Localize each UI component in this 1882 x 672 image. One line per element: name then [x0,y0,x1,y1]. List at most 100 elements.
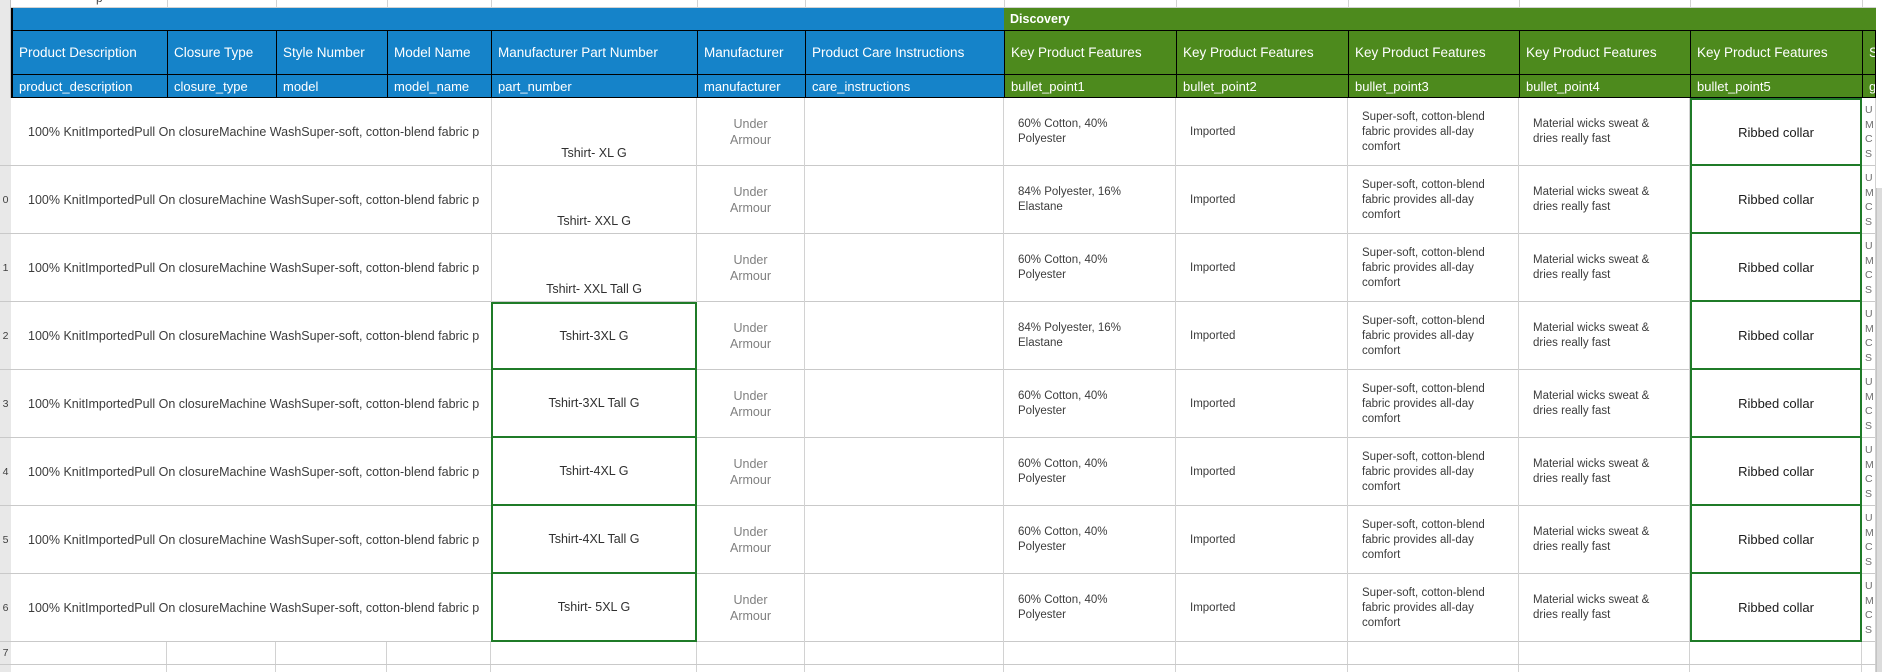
cell-bullet-point1[interactable]: 84% Polyester, 16% Elastane [1004,302,1176,370]
cell-care-instructions[interactable] [805,574,1004,642]
cell-bullet-point2[interactable]: Imported [1176,574,1348,642]
cell-bullet-point1[interactable]: 84% Polyester, 16% Elastane [1004,166,1176,234]
cell-manufacturer[interactable]: Under Armour [697,506,805,574]
cell-manufacturer[interactable]: Under Armour [697,574,805,642]
column-subheader-product_description[interactable]: product_description [12,75,167,98]
row-number[interactable] [0,665,11,672]
empty-cell[interactable] [276,665,387,672]
column-subheader-care_instructions[interactable]: care_instructions [805,75,1004,98]
column-header-bullet_point1[interactable]: Key Product Features [1004,31,1176,75]
cell-product-description[interactable]: 100% KnitImportedPull On closureMachine … [28,464,480,479]
cell-bullet-point5[interactable]: Ribbed collar [1690,506,1862,574]
row-number[interactable]: 4 [0,438,11,506]
cell-part-number[interactable]: Tshirt-4XL Tall G [491,506,697,574]
empty-cell[interactable] [491,665,697,672]
cell-bullet-point4[interactable]: Material wicks sweat & dries really fast [1519,438,1690,506]
empty-cell[interactable] [276,642,387,664]
cell-bullet-point3[interactable]: Super-soft, cotton-blend fabric provides… [1348,166,1519,234]
empty-cell[interactable] [697,665,805,672]
column-subheader-bullet_point1[interactable]: bullet_point1 [1004,75,1176,98]
column-subheader-model[interactable]: model [276,75,387,98]
scrollbar-thumb[interactable] [1876,188,1882,672]
cell-bullet-point1[interactable]: 60% Cotton, 40% Polyester [1004,506,1176,574]
cell-bullet-point1[interactable]: 60% Cotton, 40% Polyester [1004,438,1176,506]
cell-bullet-point5[interactable]: Ribbed collar [1690,98,1862,166]
cell-bullet-point2[interactable]: Imported [1176,234,1348,302]
cell-part-number[interactable]: Tshirt-4XL G [491,438,697,506]
empty-cell[interactable] [805,665,1004,672]
cell-bullet-point5[interactable]: Ribbed collar [1690,234,1862,302]
empty-cell[interactable] [12,642,167,664]
empty-cell[interactable] [167,642,276,664]
cell-product-description[interactable]: 100% KnitImportedPull On closureMachine … [28,260,480,275]
cell-bullet-point4[interactable]: Material wicks sweat & dries really fast [1519,166,1690,234]
column-header-s_col[interactable]: S [1862,31,1876,75]
row-number[interactable]: 6 [0,574,11,642]
row-number[interactable] [0,98,11,166]
cell-manufacturer[interactable]: Under Armour [697,166,805,234]
cell-part-number[interactable]: Tshirt-3XL Tall G [491,370,697,438]
column-header-model_name[interactable]: Model Name [387,31,491,75]
cell-bullet-point4[interactable]: Material wicks sweat & dries really fast [1519,98,1690,166]
column-header-part_number[interactable]: Manufacturer Part Number [491,31,697,75]
column-subheader-bullet_point5[interactable]: bullet_point5 [1690,75,1862,98]
cell-bullet-point4[interactable]: Material wicks sweat & dries really fast [1519,506,1690,574]
cell-care-instructions[interactable] [805,370,1004,438]
cell-product-description[interactable]: 100% KnitImportedPull On closureMachine … [28,600,480,615]
cell-bullet-point4[interactable]: Material wicks sweat & dries really fast [1519,302,1690,370]
column-subheader-manufacturer[interactable]: manufacturer [697,75,805,98]
cell-bullet-point2[interactable]: Imported [1176,98,1348,166]
cell-bullet-point2[interactable]: Imported [1176,302,1348,370]
empty-cell[interactable] [1862,642,1876,664]
cell-product-description[interactable]: 100% KnitImportedPull On closureMachine … [28,532,480,547]
empty-cell[interactable] [1176,642,1348,664]
cell-product-description[interactable]: 100% KnitImportedPull On closureMachine … [28,328,480,343]
column-header-care_instructions[interactable]: Product Care Instructions [805,31,1004,75]
cell-care-instructions[interactable] [805,506,1004,574]
column-subheader-s_col[interactable]: g [1862,75,1876,98]
empty-cell[interactable] [1519,665,1690,672]
cell-manufacturer[interactable]: Under Armour [697,370,805,438]
column-header-bullet_point5[interactable]: Key Product Features [1690,31,1862,75]
row-number[interactable]: 1 [0,234,11,302]
empty-cell[interactable] [1862,665,1876,672]
cell-product-description[interactable]: 100% KnitImportedPull On closureMachine … [28,192,480,207]
cell-bullet-point2[interactable]: Imported [1176,506,1348,574]
cell-bullet-point5[interactable]: Ribbed collar [1690,370,1862,438]
empty-cell[interactable] [1004,642,1176,664]
row-number[interactable]: 3 [0,370,11,438]
empty-cell[interactable] [387,642,491,664]
cell-bullet-point1[interactable]: 60% Cotton, 40% Polyester [1004,574,1176,642]
vertical-scrollbar[interactable] [1876,0,1882,672]
cell-bullet-point2[interactable]: Imported [1176,370,1348,438]
cell-manufacturer[interactable]: Under Armour [697,438,805,506]
empty-cell[interactable] [697,642,805,664]
cell-part-number[interactable]: Tshirt- XXL G [491,166,697,234]
cell-bullet-point3[interactable]: Super-soft, cotton-blend fabric provides… [1348,506,1519,574]
empty-cell[interactable] [1690,665,1862,672]
row-number[interactable]: 0 [0,166,11,234]
cell-bullet-point1[interactable]: 60% Cotton, 40% Polyester [1004,98,1176,166]
cell-bullet-point3[interactable]: Super-soft, cotton-blend fabric provides… [1348,574,1519,642]
empty-cell[interactable] [12,665,167,672]
cell-bullet-point2[interactable]: Imported [1176,166,1348,234]
column-header-bullet_point2[interactable]: Key Product Features [1176,31,1348,75]
column-subheader-bullet_point3[interactable]: bullet_point3 [1348,75,1519,98]
column-header-product_description[interactable]: Product Description [12,31,167,75]
empty-cell[interactable] [1519,642,1690,664]
cell-bullet-point4[interactable]: Material wicks sweat & dries really fast [1519,234,1690,302]
empty-cell[interactable] [491,642,697,664]
cell-bullet-point3[interactable]: Super-soft, cotton-blend fabric provides… [1348,438,1519,506]
cell-part-number[interactable]: Tshirt-3XL G [491,302,697,370]
empty-cell[interactable] [167,665,276,672]
column-header-closure_type[interactable]: Closure Type [167,31,276,75]
cell-bullet-point4[interactable]: Material wicks sweat & dries really fast [1519,574,1690,642]
cell-bullet-point1[interactable]: 60% Cotton, 40% Polyester [1004,234,1176,302]
cell-bullet-point3[interactable]: Super-soft, cotton-blend fabric provides… [1348,234,1519,302]
